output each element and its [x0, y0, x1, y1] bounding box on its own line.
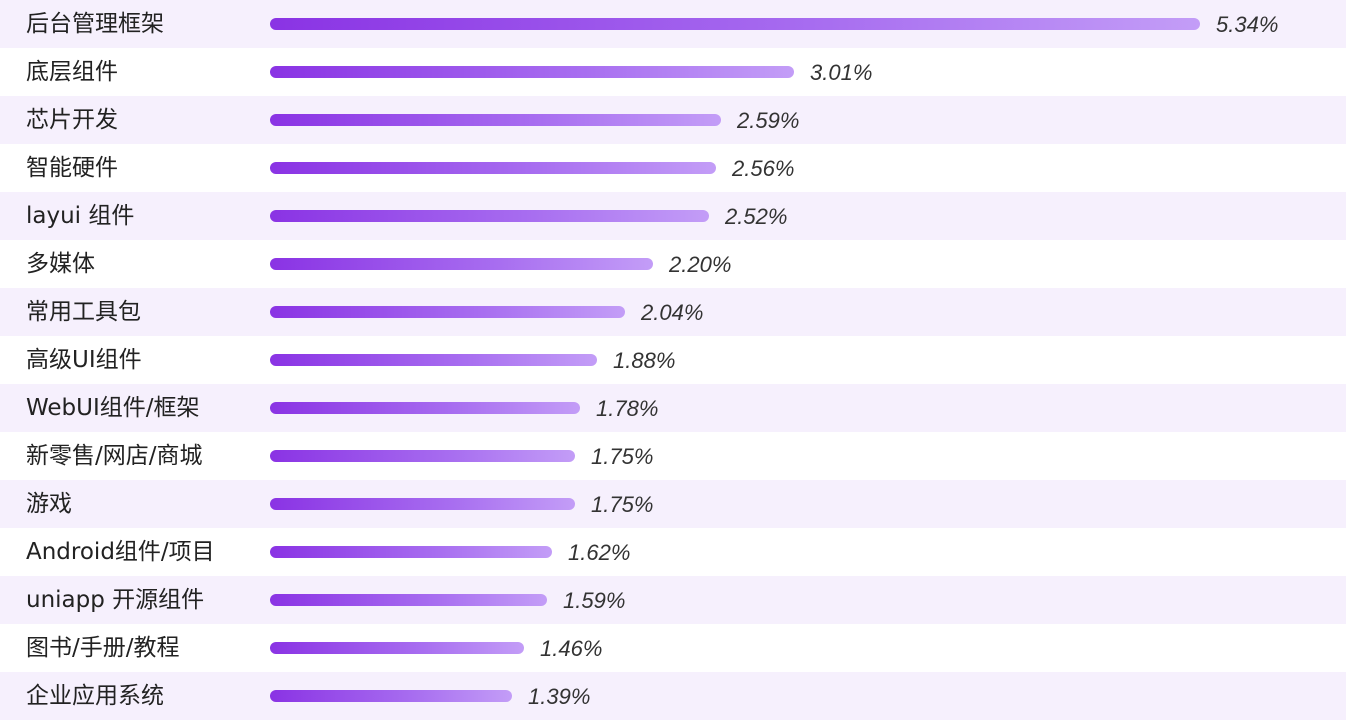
bar: [270, 594, 547, 606]
bar: [270, 210, 709, 222]
chart-row: 企业应用系统 1.39%: [0, 672, 1346, 720]
value-label: 1.62%: [568, 540, 631, 565]
category-label: 常用工具包: [26, 299, 141, 325]
category-label: 芯片开发: [26, 107, 118, 133]
value-label: 1.78%: [596, 396, 659, 421]
value-label: 1.46%: [540, 636, 603, 661]
chart-row: 新零售/网店/商城 1.75%: [0, 432, 1346, 480]
value-label: 1.39%: [528, 684, 591, 709]
value-label: 2.59%: [737, 108, 800, 133]
chart-row: 后台管理框架 5.34%: [0, 0, 1346, 48]
bar: [270, 498, 575, 510]
bar: [270, 354, 597, 366]
bar: [270, 546, 552, 558]
value-label: 1.75%: [591, 492, 654, 517]
chart-row: 游戏 1.75%: [0, 480, 1346, 528]
bar: [270, 450, 575, 462]
category-label: 底层组件: [26, 59, 118, 85]
category-label: Android组件/项目: [26, 539, 215, 565]
value-label: 1.88%: [613, 348, 676, 373]
chart-row: 芯片开发 2.59%: [0, 96, 1346, 144]
bar: [270, 402, 580, 414]
category-label: 企业应用系统: [26, 683, 164, 709]
chart-row: 多媒体 2.20%: [0, 240, 1346, 288]
bar: [270, 162, 716, 174]
bar: [270, 66, 794, 78]
value-label: 5.34%: [1216, 12, 1279, 37]
category-label: 新零售/网店/商城: [26, 443, 203, 469]
chart-row: Android组件/项目 1.62%: [0, 528, 1346, 576]
value-label: 2.04%: [641, 300, 704, 325]
bar: [270, 114, 721, 126]
value-label: 1.75%: [591, 444, 654, 469]
category-label: WebUI组件/框架: [26, 395, 200, 421]
chart-row: WebUI组件/框架 1.78%: [0, 384, 1346, 432]
value-label: 3.01%: [810, 60, 873, 85]
category-label: 高级UI组件: [26, 347, 142, 373]
value-label: 2.52%: [725, 204, 788, 229]
category-label: layui 组件: [26, 203, 135, 229]
chart-row: 高级UI组件 1.88%: [0, 336, 1346, 384]
chart-row: layui 组件 2.52%: [0, 192, 1346, 240]
bar: [270, 306, 625, 318]
value-label: 2.20%: [669, 252, 732, 277]
bar: [270, 642, 524, 654]
chart-row: 智能硬件 2.56%: [0, 144, 1346, 192]
chart-row: 图书/手册/教程 1.46%: [0, 624, 1346, 672]
chart-row: uniapp 开源组件 1.59%: [0, 576, 1346, 624]
value-label: 2.56%: [732, 156, 795, 181]
bar: [270, 18, 1200, 30]
chart-row: 常用工具包 2.04%: [0, 288, 1346, 336]
bar: [270, 258, 653, 270]
category-label: 多媒体: [26, 251, 95, 277]
category-label: 游戏: [26, 491, 72, 517]
value-label: 1.59%: [563, 588, 626, 613]
category-label: 后台管理框架: [26, 11, 164, 37]
category-label: 智能硬件: [26, 155, 118, 181]
category-label: 图书/手册/教程: [26, 635, 180, 661]
chart-row: 底层组件 3.01%: [0, 48, 1346, 96]
bar: [270, 690, 512, 702]
category-label: uniapp 开源组件: [26, 587, 205, 613]
